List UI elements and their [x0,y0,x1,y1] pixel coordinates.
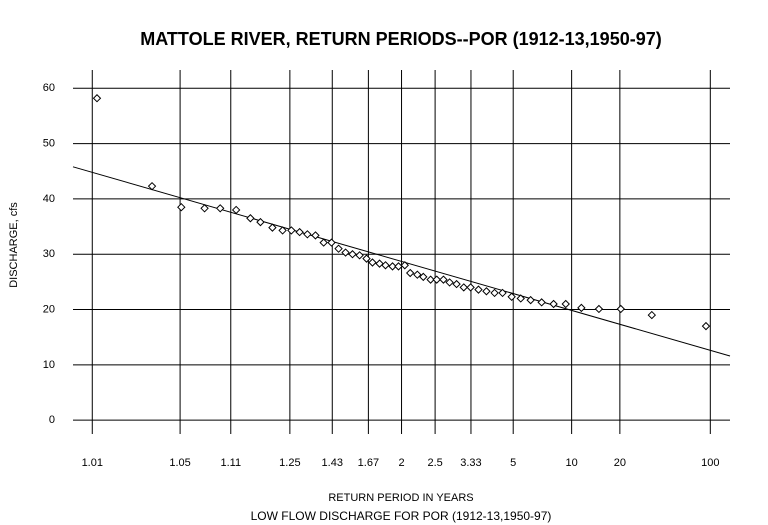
data-point [355,251,364,260]
x-axis-label: RETURN PERIOD IN YEARS [328,492,473,504]
data-point [319,238,328,247]
data-point [388,262,397,271]
data-point [362,254,371,263]
y-tick-label: 10 [43,359,55,371]
y-tick-label: 20 [43,303,55,315]
data-point [701,321,711,331]
data-point [432,275,441,284]
data-point [459,283,468,292]
data-point [516,294,525,303]
data-point [200,204,209,213]
x-tick-label: 20 [614,457,626,469]
data-point [419,272,428,282]
data-point [341,248,350,257]
chart-title: MATTOLE RIVER, RETURN PERIODS--POR (1912… [140,29,661,49]
x-tick-label: 5 [510,457,516,469]
data-point [577,303,586,313]
data-point [375,259,384,268]
data-point [278,226,287,235]
subtitle: LOW FLOW DISCHARGE FOR POR (1912-13,1950… [251,509,552,523]
data-point [561,299,570,309]
data-point [616,304,626,314]
x-tick-label: 3.33 [460,457,481,469]
data-point [215,204,225,213]
data-point [526,295,535,305]
data-point [426,275,435,284]
trend-line [72,166,731,357]
y-tick-label: 30 [43,248,55,260]
x-tick-label: 1.11 [220,457,241,469]
data-point [445,278,454,287]
data-point [507,292,516,302]
x-tick-label: 2 [398,457,404,469]
data-point [368,258,377,267]
x-tick-label: 1.05 [169,457,190,469]
x-tick-label: 100 [701,457,719,469]
data-point [394,262,403,271]
data-point [311,231,320,240]
data-point [405,268,415,278]
data-point [295,227,304,237]
data-point [647,310,657,320]
y-axis-label: DISCHARGE, cfs [8,202,20,288]
x-tick-label: 2.5 [427,457,442,469]
x-tick-label: 1.25 [279,457,300,469]
y-tick-label: 60 [43,82,55,94]
data-point [327,238,336,247]
x-tick-label: 1.67 [358,457,379,469]
data-point [246,214,255,223]
x-tick-label: 1.43 [322,457,343,469]
data-point [400,261,409,270]
data-point [498,288,507,298]
y-tick-label: 0 [49,414,55,426]
x-tick-label: 1.01 [82,457,103,469]
data-point [177,202,186,212]
data-point [466,283,475,292]
data-point [452,279,461,289]
data-point [256,217,265,227]
x-tick-label: 10 [566,457,578,469]
data-point [537,298,546,307]
data-point [92,94,102,103]
y-tick-label: 40 [43,193,55,205]
data-point [474,285,483,294]
data-point [147,181,157,191]
data-point [287,226,296,235]
data-point [439,275,448,284]
data-point [482,287,491,296]
y-tick-label: 50 [43,137,55,149]
data-point [231,205,241,215]
data-point [348,250,357,259]
data-point [303,230,312,239]
data-point [594,304,604,314]
data-point [381,261,390,270]
data-point [490,288,499,298]
data-point [268,223,277,232]
data-point [413,270,422,279]
data-point [334,244,343,253]
data-point [549,299,558,309]
